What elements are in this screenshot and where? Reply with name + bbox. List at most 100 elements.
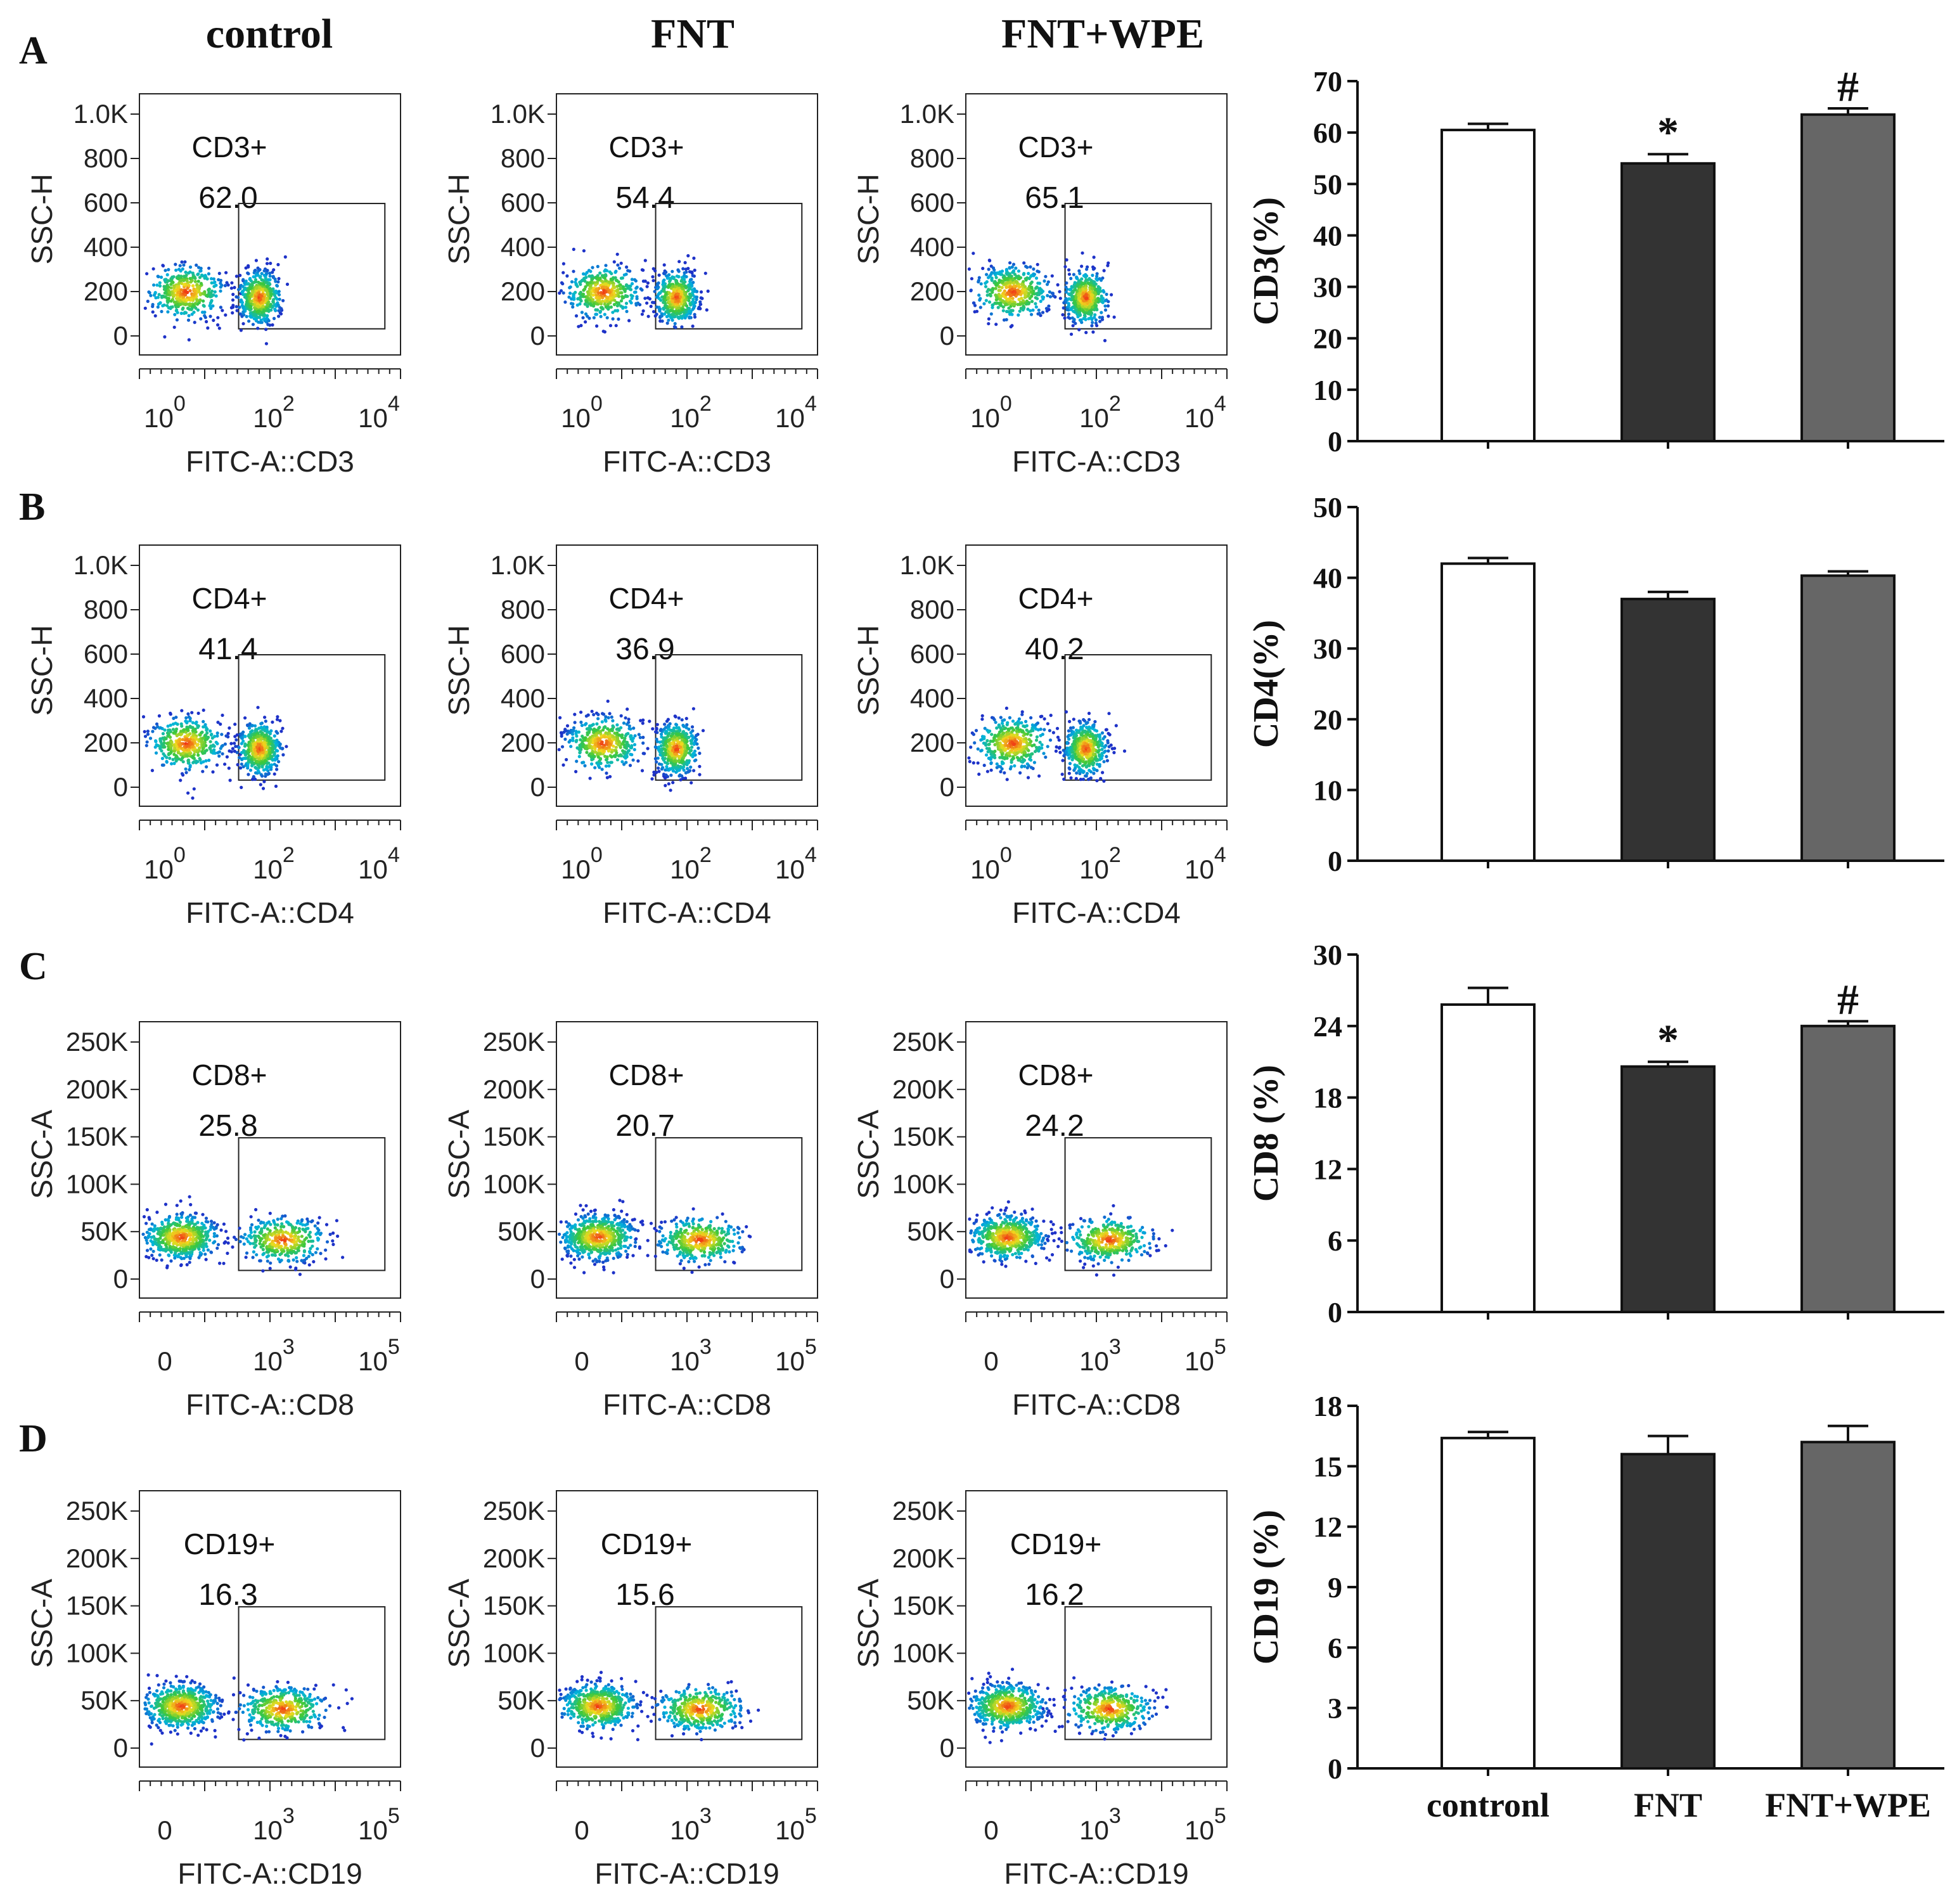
- event-dot: [193, 321, 196, 325]
- event-dot: [589, 269, 593, 273]
- event-dot: [667, 782, 671, 786]
- event-dot: [1036, 262, 1039, 266]
- x-axis-label: FITC-A::CD3: [603, 445, 771, 478]
- event-dot: [185, 279, 189, 283]
- event-dot: [154, 740, 158, 743]
- y-tick-label: 600: [910, 639, 954, 669]
- event-dot: [1100, 311, 1103, 314]
- event-dot: [573, 712, 577, 716]
- y-tick-label: 800: [501, 595, 545, 624]
- event-dot: [1011, 278, 1015, 281]
- y-tick-label: 1.0K: [74, 99, 128, 129]
- event-dot: [1023, 285, 1027, 288]
- event-dot: [1085, 308, 1089, 312]
- event-dot: [271, 323, 274, 327]
- event-dot: [672, 276, 676, 280]
- event-dot: [1098, 316, 1101, 319]
- event-dot: [1095, 324, 1099, 328]
- event-dot: [597, 745, 601, 749]
- event-dot: [684, 776, 688, 780]
- event-dot: [162, 295, 166, 299]
- gate-value: 36.9: [615, 633, 674, 666]
- event-dot: [987, 322, 991, 326]
- event-dot: [191, 284, 195, 288]
- event-dot: [620, 295, 624, 299]
- event-dot: [1014, 266, 1018, 270]
- event-dot: [265, 728, 269, 732]
- gate-value: 41.4: [198, 633, 257, 666]
- event-dot: [1003, 718, 1006, 722]
- event-dot: [240, 736, 243, 740]
- y-tick-label: 200: [910, 728, 954, 757]
- event-dot: [1023, 732, 1027, 736]
- event-dot: [574, 278, 578, 281]
- event-dot: [189, 742, 193, 746]
- event-dot: [673, 322, 677, 326]
- event-dot: [274, 764, 279, 768]
- event-dot: [596, 264, 600, 269]
- event-dot: [588, 281, 593, 285]
- event-dot: [606, 749, 611, 753]
- event-dot: [1084, 293, 1088, 297]
- event-dot: [678, 754, 682, 758]
- event-dot: [664, 741, 667, 745]
- event-dot: [143, 306, 147, 310]
- event-dot: [193, 302, 197, 306]
- event-dot: [998, 280, 1001, 284]
- event-dot: [233, 742, 236, 745]
- event-dot: [1082, 299, 1086, 303]
- event-dot: [194, 306, 198, 310]
- event-dot: [676, 726, 681, 730]
- event-dot: [203, 723, 207, 726]
- event-dot: [212, 318, 215, 322]
- event-dot: [614, 324, 618, 328]
- event-dot: [266, 323, 270, 326]
- event-dot: [260, 774, 264, 778]
- gate-value: 62.0: [198, 181, 257, 215]
- event-dot: [266, 292, 269, 295]
- event-dot: [247, 264, 250, 267]
- event-dot: [196, 285, 200, 289]
- y-tick-label: 200: [501, 728, 545, 757]
- gate-label: CD3+: [609, 131, 684, 164]
- event-dot: [664, 773, 668, 777]
- event-dot: [977, 772, 981, 776]
- event-dot: [243, 716, 247, 720]
- event-dot: [184, 293, 188, 297]
- event-dot: [626, 269, 630, 273]
- event-dot: [195, 263, 198, 267]
- event-dot: [1077, 280, 1081, 283]
- event-dot: [1093, 291, 1096, 295]
- event-dot: [1022, 272, 1026, 276]
- event-dot: [241, 278, 245, 281]
- event-dot: [253, 742, 257, 746]
- event-dot: [1089, 296, 1093, 300]
- event-dot: [1093, 266, 1096, 270]
- y-tick-label: 1.0K: [900, 99, 954, 129]
- event-dot: [197, 290, 201, 294]
- event-dot: [170, 305, 174, 309]
- event-dot: [236, 762, 240, 767]
- event-dot: [243, 742, 247, 746]
- event-dot: [612, 276, 615, 280]
- event-dot: [146, 299, 150, 303]
- event-dot: [267, 731, 271, 735]
- event-dot: [192, 760, 196, 764]
- event-dot: [179, 730, 183, 733]
- event-dot: [619, 276, 624, 280]
- event-dot: [643, 297, 647, 300]
- event-dot: [682, 768, 686, 772]
- event-dot: [656, 286, 660, 290]
- event-dot: [241, 322, 245, 326]
- y-axis-label: SSC-H: [852, 174, 885, 264]
- event-dot: [616, 737, 620, 741]
- event-dot: [972, 252, 975, 255]
- event-dot: [244, 763, 248, 767]
- event-dot: [577, 730, 581, 734]
- event-dot: [208, 304, 212, 308]
- y-axis-label: SSC-H: [442, 625, 475, 716]
- event-dot: [264, 328, 268, 331]
- event-dot: [669, 309, 673, 312]
- event-dot: [686, 746, 690, 750]
